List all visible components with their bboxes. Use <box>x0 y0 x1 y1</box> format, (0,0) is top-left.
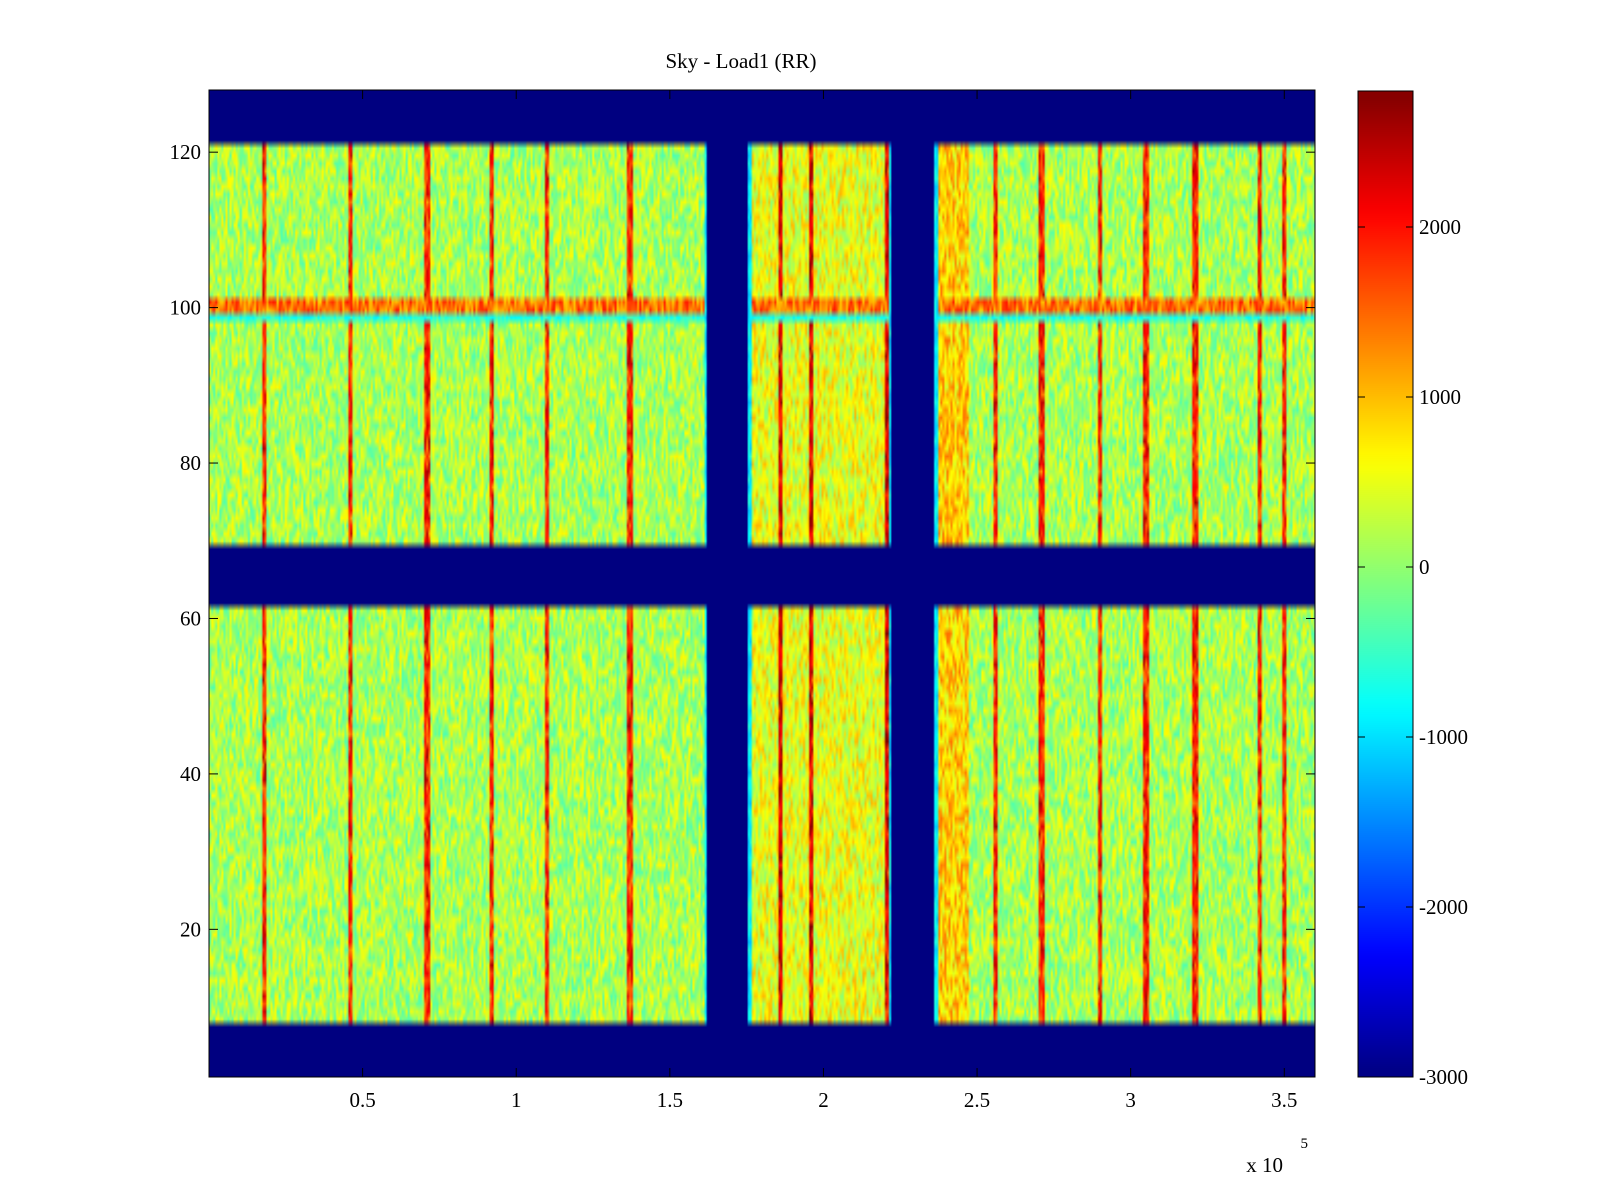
colorbar-tick-label: 1000 <box>1419 385 1461 409</box>
y-tick-label: 120 <box>170 140 202 164</box>
y-tick-label: 20 <box>180 917 201 941</box>
x-tick-label: 1 <box>511 1088 522 1112</box>
x-tick-label: 0.5 <box>349 1088 375 1112</box>
x-tick-label: 2.5 <box>964 1088 990 1112</box>
heatmap-image <box>209 90 1315 1077</box>
y-tick-label: 100 <box>170 296 202 320</box>
x-tick-label: 3 <box>1125 1088 1136 1112</box>
colorbar-tick-label: -1000 <box>1419 725 1468 749</box>
colorbar-frame <box>1357 90 1414 1078</box>
x-exponent-label: x 10 5 <box>1246 1136 1308 1177</box>
colorbar: 2000 1000 0 -1000 -2000 -3000 <box>1357 90 1468 1089</box>
colorbar-tick-label: -3000 <box>1419 1065 1468 1089</box>
colorbar-tick-label: 2000 <box>1419 215 1461 239</box>
heatmap-plot-area: 0.5 1 1.5 2 2.5 3 3.5 20 40 60 80 100 120 x 10 5 <box>170 89 1316 1177</box>
x-tick-label: 2 <box>818 1088 829 1112</box>
x-exponent-base: x 10 <box>1246 1153 1283 1177</box>
colorbar-gradient <box>1358 91 1413 1077</box>
colorbar-tick-label: 0 <box>1419 555 1430 579</box>
y-tick-label: 80 <box>180 451 201 475</box>
x-exponent-power: 5 <box>1301 1136 1309 1152</box>
x-tick-label: 1.5 <box>657 1088 683 1112</box>
colorbar-ticks: 2000 1000 0 -1000 -2000 -3000 <box>1358 215 1468 1089</box>
colorbar-tick-label: -2000 <box>1419 895 1468 919</box>
plot-frame <box>208 89 1316 1078</box>
chart-title: Sky - Load1 (RR) <box>665 49 816 73</box>
x-tick-label: 3.5 <box>1271 1088 1297 1112</box>
y-tick-label: 40 <box>180 762 201 786</box>
y-tick-label: 60 <box>180 606 201 630</box>
x-axis-ticks: 0.5 1 1.5 2 2.5 3 3.5 <box>349 90 1297 1112</box>
y-axis-ticks: 20 40 60 80 100 120 <box>170 140 1315 941</box>
